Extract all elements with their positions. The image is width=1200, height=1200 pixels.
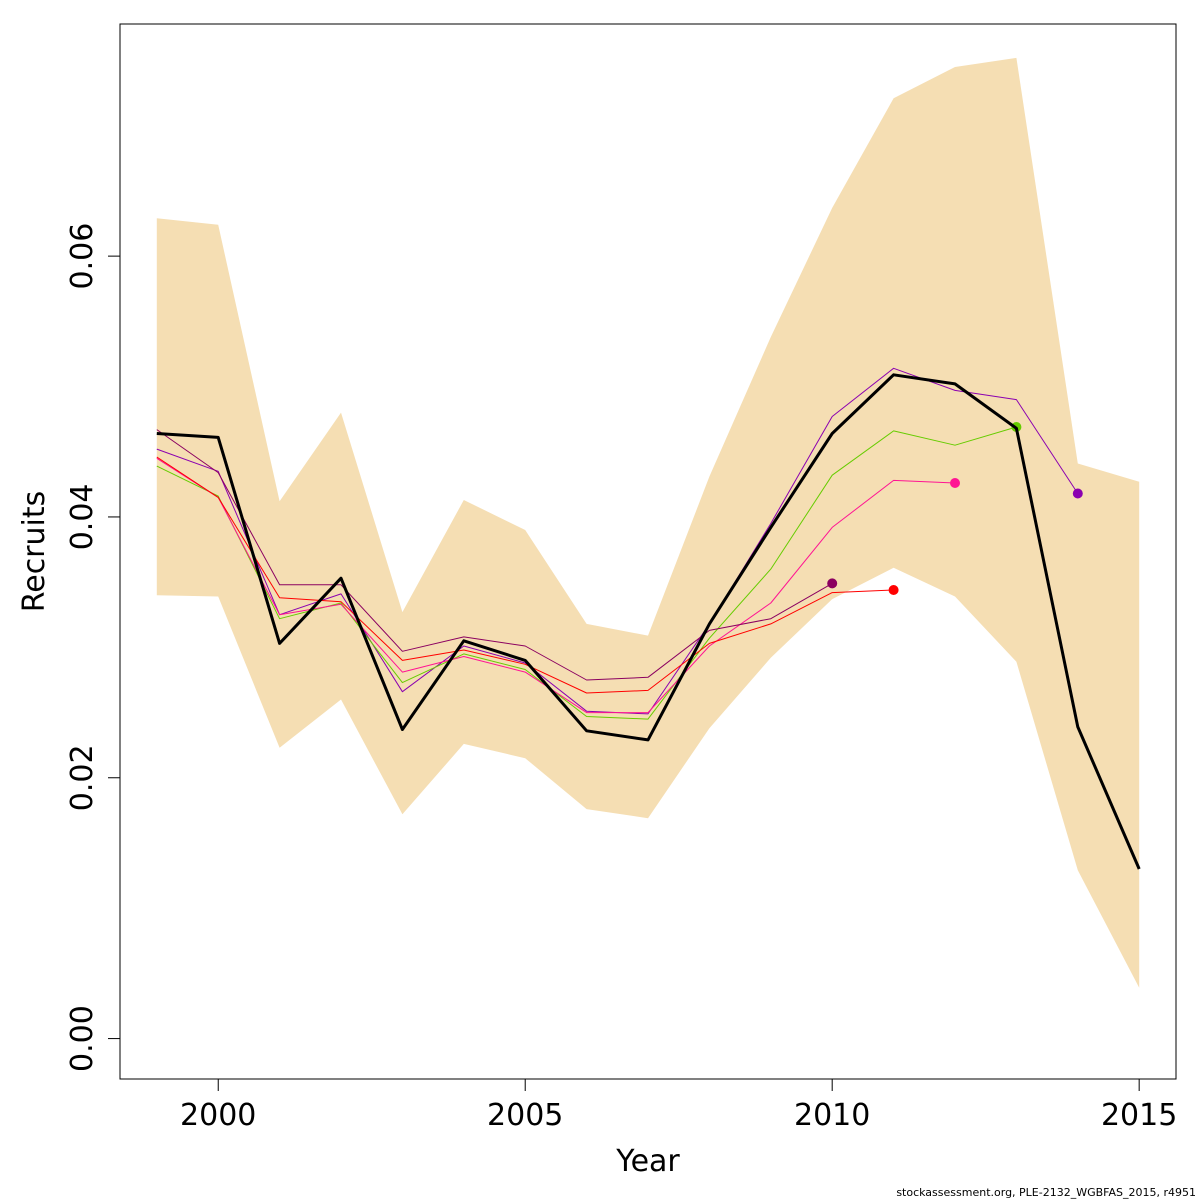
x-axis: 2000 2005 2010 2015 [180, 1078, 1177, 1133]
series-line-3 [156, 457, 956, 714]
series-line-0 [156, 373, 1141, 870]
y-tick-label-2: 0.04 [65, 484, 100, 551]
series-line-5 [156, 429, 833, 681]
series-end-point-1 [1072, 488, 1083, 499]
confidence-band-layer [156, 57, 1140, 988]
confidence-band [156, 57, 1140, 988]
series-end-point-4 [888, 585, 899, 595]
x-tick-label-2000: 2000 [180, 1098, 256, 1133]
series-layer [156, 367, 1141, 870]
x-tick-label-2005: 2005 [487, 1098, 563, 1133]
series-line-4 [156, 456, 894, 694]
footer-note: stockassessment.org, PLE-2132_WGBFAS_201… [896, 1186, 1196, 1199]
y-axis: 0.00 0.02 0.04 0.06 [65, 223, 121, 1072]
y-tick-label-1: 0.02 [65, 744, 100, 811]
x-tick-label-2015: 2015 [1101, 1098, 1177, 1133]
series-end-point-3 [950, 478, 960, 488]
series-end-point-5 [827, 578, 838, 589]
x-axis-title: Year [615, 1144, 680, 1179]
x-tick-label-2010: 2010 [794, 1098, 870, 1133]
y-tick-label-0: 0.00 [65, 1005, 100, 1072]
y-axis-title: Recruits [17, 491, 52, 613]
series-line-2 [156, 426, 1017, 720]
y-tick-label-3: 0.06 [65, 223, 100, 290]
